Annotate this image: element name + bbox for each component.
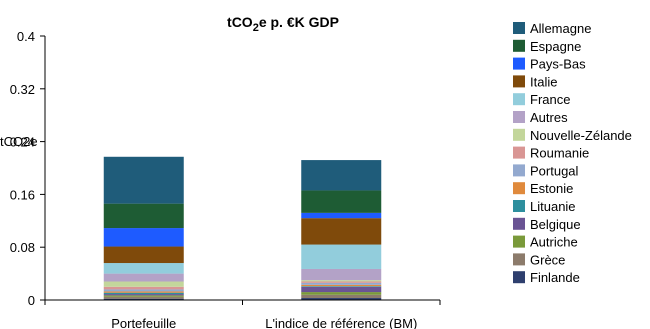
bar-segment (103, 292, 184, 295)
legend-label: Estonie (530, 181, 573, 196)
y-axis: 0 0.08 0.16 0.24 0.32 0.4 (10, 29, 46, 308)
bar-segment (103, 289, 184, 292)
y-tick-label: 0 (28, 293, 35, 308)
legend-label: Grèce (530, 252, 565, 267)
bar-segment (103, 228, 184, 247)
legend-label: Autriche (530, 235, 578, 250)
bar-segment (103, 291, 184, 293)
y-tick-label: 0.08 (10, 240, 35, 255)
bars (103, 156, 382, 300)
legend-swatch (513, 146, 525, 159)
bar-segment (301, 292, 382, 295)
bar-segment (301, 281, 382, 283)
y-tick-label: 0.24 (10, 135, 35, 150)
legend-swatch (513, 93, 525, 106)
category-label: L'indice de référence (BM) (265, 316, 417, 329)
bar-segment (103, 294, 184, 296)
bar-segment (301, 282, 382, 285)
legend-label: France (530, 92, 570, 107)
legend-label: Allemagne (530, 21, 591, 36)
y-tick-label: 0.16 (10, 187, 35, 202)
legend: Allemagne Espagne Pays-Bas Italie France Autr… (513, 21, 632, 285)
bar-segment (301, 218, 382, 245)
legend-label: Pays-Bas (530, 57, 586, 72)
bar-segment (103, 273, 184, 282)
legend-swatch (513, 253, 525, 266)
y-tick-label: 0.4 (17, 29, 35, 44)
legend-swatch (513, 57, 525, 70)
bar-segment (301, 190, 382, 213)
legend-label: Espagne (530, 39, 581, 54)
legend-swatch (513, 128, 525, 141)
bar-segment (301, 280, 382, 282)
bar-segment (301, 244, 382, 269)
legend-swatch (513, 182, 525, 195)
bar-segment (103, 286, 184, 290)
bar-segment (301, 286, 382, 293)
bar-segment (301, 286, 382, 287)
y-tick-label: 0.32 (10, 82, 35, 97)
legend-swatch (513, 200, 525, 212)
legend-label: Lituanie (530, 199, 576, 214)
bar-segment (103, 156, 184, 204)
legend-label: Autres (530, 110, 568, 125)
bar-segment (103, 203, 184, 229)
legend-swatch (513, 22, 525, 34)
legend-label: Nouvelle-Zélande (530, 128, 632, 143)
bar-segment (301, 212, 382, 219)
legend-swatch (513, 271, 525, 284)
legend-swatch (513, 39, 525, 52)
legend-swatch (513, 111, 525, 123)
legend-label: Roumanie (530, 146, 589, 161)
bar-segment (103, 296, 184, 299)
bar-segment (301, 268, 382, 281)
bar-segment (103, 298, 184, 300)
bar-segment (103, 295, 184, 297)
bar-segment (103, 263, 184, 274)
x-axis: Portefeuille L'indice de référence (BM) (44, 299, 441, 329)
bar-segment (103, 246, 184, 264)
legend-label: Finlande (530, 270, 580, 285)
bar-segment (301, 294, 382, 299)
legend-swatch (513, 75, 525, 88)
legend-label: Belgique (530, 217, 581, 232)
bar-segment (301, 284, 382, 287)
legend-swatch (513, 164, 525, 177)
bar-segment (301, 298, 382, 300)
legend-swatch (513, 217, 525, 230)
legend-label: Portugal (530, 163, 579, 178)
legend-label: Italie (530, 74, 557, 89)
chart-title: tCO2e p. €K GDP (227, 14, 339, 34)
bar-segment (103, 281, 184, 287)
category-label: Portefeuille (111, 316, 176, 329)
legend-swatch (513, 235, 525, 248)
bar-segment (301, 160, 382, 191)
y-axis-label: tCO2e (0, 134, 38, 149)
